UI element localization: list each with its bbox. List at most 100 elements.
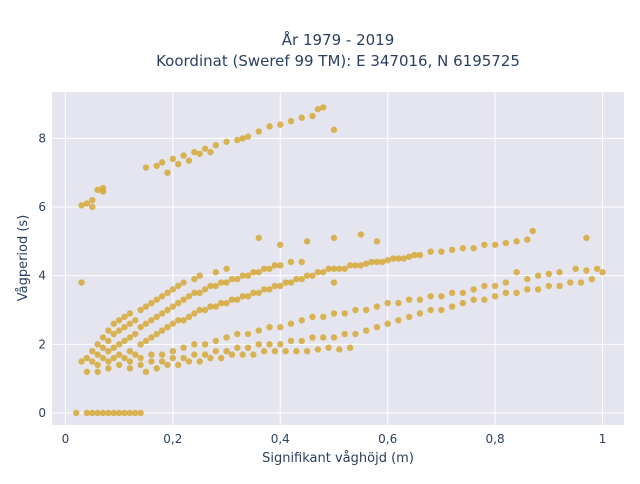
data-point [491, 293, 499, 300]
data-point [121, 313, 128, 321]
data-point [314, 346, 322, 353]
data-point [83, 409, 91, 417]
data-point [99, 354, 107, 362]
data-point [207, 354, 214, 362]
data-point [341, 310, 348, 317]
data-point [395, 317, 402, 324]
data-point [169, 155, 177, 163]
data-point [212, 347, 220, 355]
data-point [153, 296, 160, 303]
scatter-points [72, 104, 606, 417]
data-point [180, 354, 187, 362]
data-point [196, 358, 203, 365]
data-point [416, 296, 424, 303]
data-point [298, 275, 305, 283]
data-point [277, 262, 284, 269]
data-point [400, 255, 407, 262]
data-point [330, 126, 338, 133]
data-point [384, 299, 391, 307]
data-point [244, 293, 252, 300]
data-point [234, 344, 241, 351]
data-point [513, 269, 520, 276]
data-point [89, 347, 96, 355]
data-point [207, 303, 214, 310]
data-point [148, 351, 155, 358]
data-point [169, 286, 177, 293]
y-tick-label: 0 [38, 406, 46, 420]
data-point [175, 160, 182, 168]
data-point [277, 323, 284, 331]
data-point [234, 330, 241, 338]
data-point [223, 265, 230, 272]
data-point [277, 282, 284, 290]
data-point [201, 351, 209, 358]
data-point [105, 337, 112, 345]
data-point [191, 289, 198, 297]
data-point [115, 317, 123, 324]
data-point [115, 409, 123, 417]
data-point [384, 257, 391, 264]
data-point [180, 279, 187, 286]
data-point [545, 282, 553, 290]
data-point [438, 248, 445, 255]
data-point [191, 275, 198, 283]
data-point [309, 272, 316, 279]
data-point [239, 351, 246, 358]
data-point [110, 344, 117, 351]
data-point [164, 306, 171, 314]
data-point [158, 159, 166, 166]
data-point [169, 303, 177, 310]
data-point [583, 267, 590, 274]
data-point [212, 269, 220, 276]
data-point [99, 334, 107, 341]
data-point [260, 347, 268, 355]
grid-lines [52, 92, 624, 425]
data-point [303, 347, 311, 355]
data-point [255, 234, 262, 242]
data-point [336, 346, 343, 353]
data-point [94, 409, 101, 417]
data-point [137, 306, 144, 314]
data-point [115, 327, 123, 334]
data-point [330, 265, 338, 272]
y-tick-label: 2 [38, 337, 46, 351]
data-point [502, 289, 510, 297]
data-point [137, 409, 144, 417]
data-point [352, 262, 359, 269]
data-point [491, 241, 499, 248]
data-point [459, 245, 467, 252]
data-point [132, 351, 139, 358]
plot-background [52, 92, 624, 425]
data-point [158, 293, 166, 300]
data-point [148, 358, 155, 365]
data-point [330, 234, 338, 242]
data-point [99, 409, 107, 417]
data-point [185, 293, 193, 300]
data-point [320, 334, 327, 341]
data-point [169, 320, 177, 327]
data-point [158, 351, 166, 358]
data-point [416, 310, 424, 317]
data-point [588, 275, 595, 283]
data-point [89, 358, 96, 365]
data-point [164, 169, 171, 176]
data-point [384, 320, 391, 327]
data-point [105, 409, 112, 417]
data-point [524, 286, 531, 293]
data-point [320, 104, 327, 111]
data-point [524, 275, 531, 283]
data-point [373, 323, 381, 331]
data-point [185, 358, 193, 365]
data-point [228, 275, 236, 283]
data-point [260, 265, 268, 272]
data-point [287, 117, 295, 125]
data-point [459, 289, 467, 297]
data-point [395, 299, 402, 307]
data-point [89, 196, 96, 204]
data-point [110, 320, 117, 327]
data-point [212, 303, 220, 310]
data-point [346, 262, 354, 269]
data-point [427, 306, 434, 314]
data-point [244, 344, 252, 351]
